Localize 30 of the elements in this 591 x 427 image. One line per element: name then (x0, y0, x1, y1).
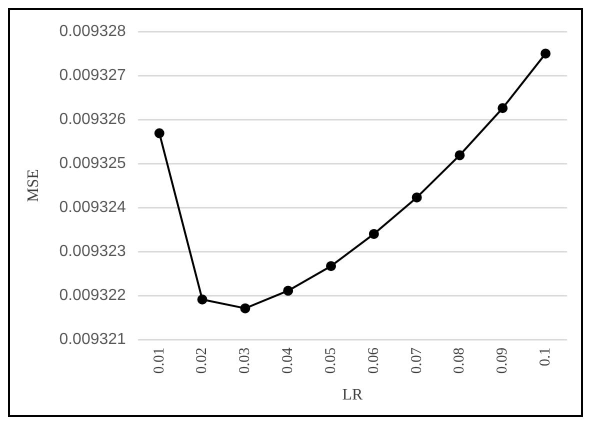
x-tick-label: 0.03 (237, 348, 254, 374)
x-axis-title: LR (342, 386, 364, 404)
x-tick-label: 0.04 (280, 347, 296, 374)
point (283, 286, 294, 296)
point (454, 150, 465, 160)
point (412, 192, 422, 202)
point (368, 228, 379, 239)
point (197, 294, 208, 305)
y-tick-label: 0.009324 (59, 198, 126, 216)
point (240, 303, 250, 314)
y-tick-label: 0.009321 (59, 330, 126, 348)
x-tick-label: 0.08 (452, 348, 468, 374)
point (498, 103, 508, 114)
y-tick-label: 0.009328 (59, 23, 126, 40)
y-tick-label: 0.009322 (59, 286, 126, 304)
x-tick-label: 0.01 (151, 348, 168, 374)
y-tick-label: 0.009325 (59, 154, 126, 172)
y-tick-label: 0.009327 (59, 67, 126, 84)
x-tick-label: 0.05 (322, 348, 339, 374)
x-tick-label: 0.09 (494, 348, 511, 374)
y-axis-title: MSE (24, 169, 42, 202)
y-tick-label: 0.009323 (59, 242, 126, 260)
point (326, 261, 336, 272)
x-tick-label: 0.06 (366, 347, 382, 374)
x-tick-label: 0.07 (408, 347, 425, 374)
point (540, 48, 551, 59)
y-tick-label: 0.009326 (59, 110, 126, 128)
point (154, 128, 164, 138)
x-tick-label: 0.1 (537, 348, 554, 366)
x-tick-label: 0.02 (194, 348, 210, 374)
